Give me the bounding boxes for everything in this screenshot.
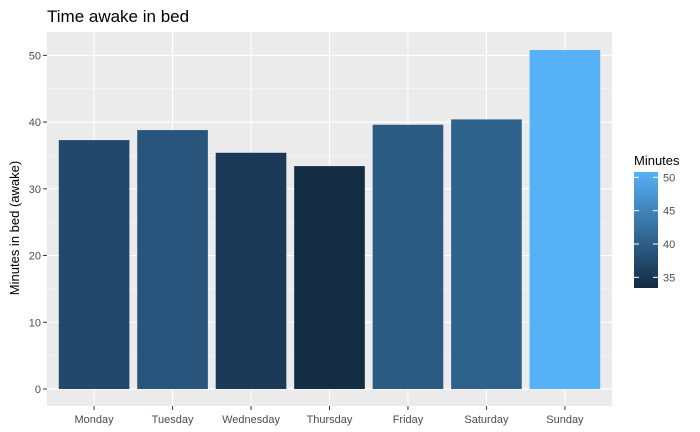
- y-axis-title: Minutes in bed (awake): [7, 161, 22, 295]
- y-tick-label: 0: [35, 384, 41, 396]
- x-tick-label: Saturday: [464, 414, 509, 426]
- bar-wednesday: [215, 152, 287, 389]
- x-axis: Monday Tuesday Wednesday Thursday Friday Satu…: [75, 406, 584, 426]
- legend-tick-label: 35: [663, 272, 675, 284]
- y-tick-label: 40: [29, 117, 41, 129]
- bar-monday: [58, 140, 130, 389]
- legend-colorbar: [634, 172, 658, 288]
- bar-tuesday: [137, 130, 208, 389]
- x-tick-label: Monday: [75, 414, 115, 426]
- y-tick-label: 50: [29, 50, 41, 62]
- legend: Minutes 35 40 45 50: [634, 153, 680, 288]
- chart-title: Time awake in bed: [47, 7, 189, 26]
- legend-tick-label: 45: [663, 206, 675, 218]
- y-axis: 0 10 20 30 40 50: [29, 50, 47, 396]
- bar-saturday: [451, 119, 522, 389]
- bar-thursday: [294, 166, 365, 389]
- y-tick-label: 10: [29, 317, 41, 329]
- y-tick-label: 20: [29, 251, 41, 263]
- y-tick-label: 30: [29, 184, 41, 196]
- legend-tick-label: 50: [663, 172, 675, 184]
- x-tick-label: Wednesday: [222, 414, 280, 426]
- x-tick-label: Tuesday: [152, 414, 194, 426]
- bars: [58, 50, 601, 389]
- bar-friday: [372, 124, 444, 389]
- x-tick-label: Friday: [393, 414, 424, 426]
- bar-sunday: [529, 50, 601, 389]
- x-tick-label: Thursday: [307, 414, 353, 426]
- legend-tick-label: 40: [663, 239, 675, 251]
- legend-title: Minutes: [634, 153, 680, 168]
- x-tick-label: Sunday: [546, 414, 584, 426]
- legend-ticks: 35 40 45 50: [634, 172, 675, 284]
